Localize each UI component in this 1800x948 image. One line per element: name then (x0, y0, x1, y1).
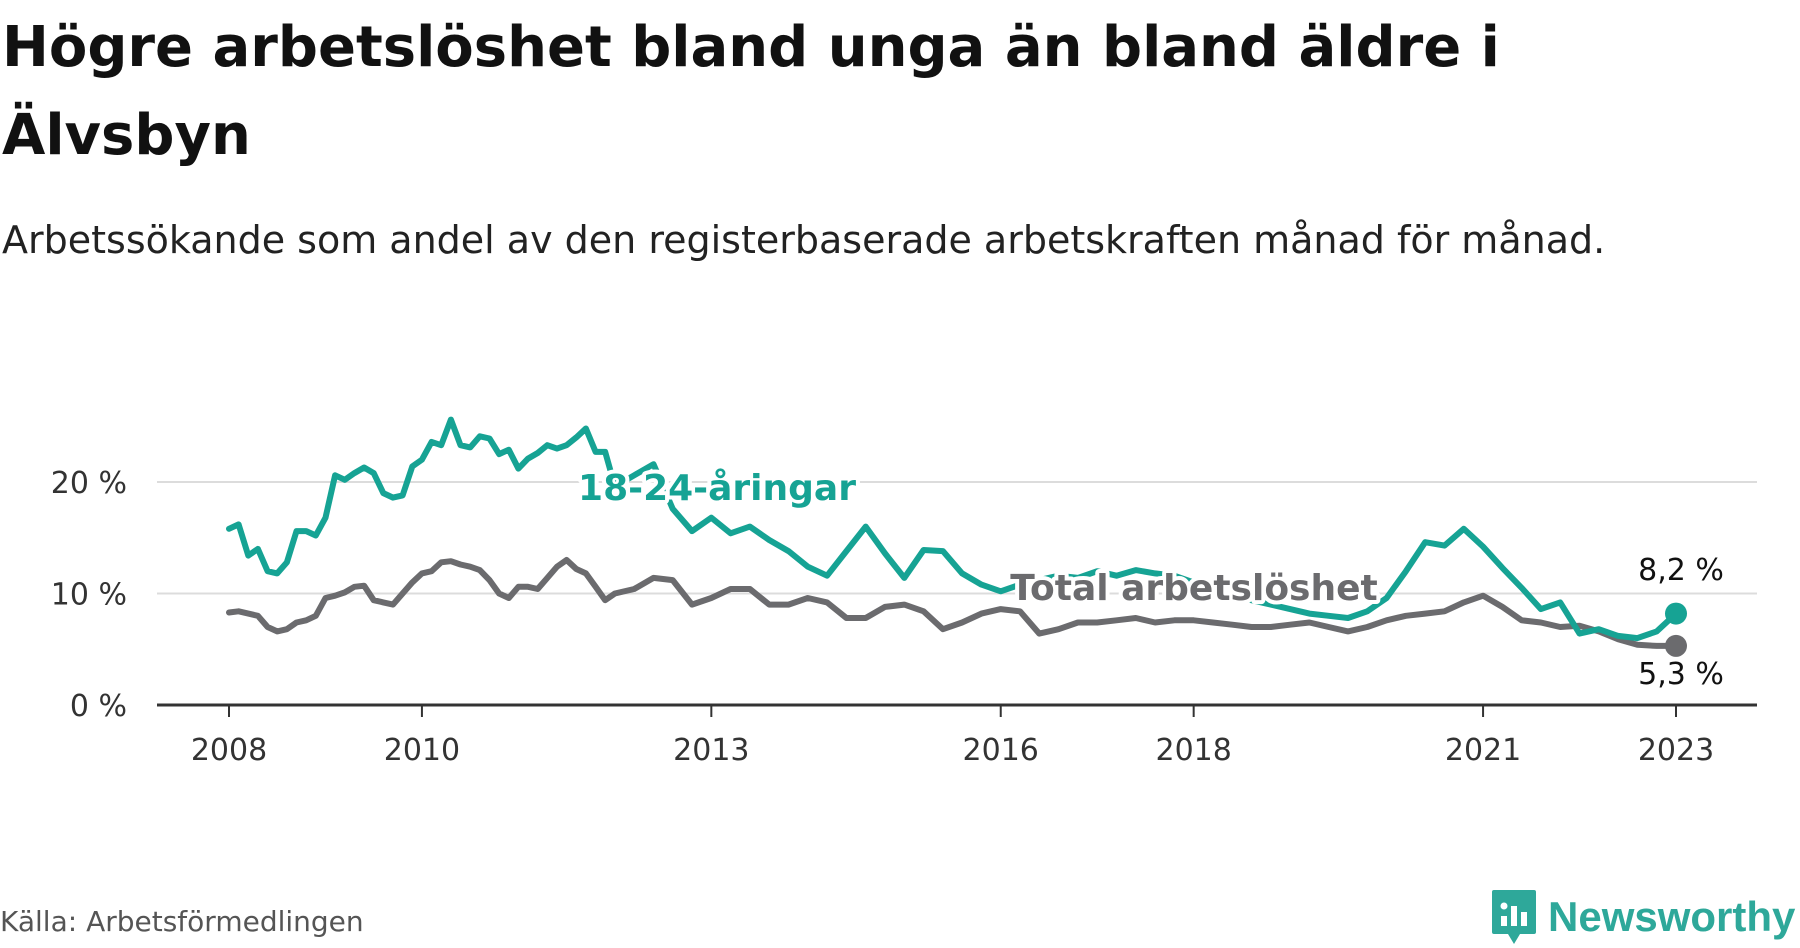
x-tick-label: 2010 (384, 733, 460, 768)
end-value-label-youth: 8,2 % (1638, 553, 1724, 588)
end-value-label-total: 5,3 % (1638, 657, 1724, 692)
x-tick-label: 2013 (673, 733, 749, 768)
series-line-youth (226, 416, 1679, 642)
end-point-total (1665, 634, 1687, 657)
x-tick-label: 2008 (191, 733, 267, 768)
source-note: Källa: Arbetsförmedlingen (0, 905, 364, 938)
series-label-total: Total arbetslöshet (1010, 568, 1378, 609)
end-point-youth (1665, 602, 1687, 625)
y-tick-label: 0 % (70, 689, 127, 724)
series-label-youth: 18-24-åringar (578, 468, 856, 509)
series-labels: 18-24-åringar Total arbetslöshet 8,2 % 5,3 … (574, 464, 1727, 695)
x-tick-label: 2023 (1638, 733, 1714, 768)
x-tick-label: 2021 (1445, 733, 1521, 768)
x-tick-label: 2018 (1155, 733, 1231, 768)
gridlines (157, 481, 1757, 595)
newsworthy-logo-icon (1492, 890, 1536, 944)
x-tick-label: 2016 (963, 733, 1039, 768)
chart-subtitle: Arbetssökande som andel av den registerb… (2, 218, 1606, 262)
brand-name: Newsworthy (1548, 893, 1796, 940)
y-axis-ticks: 0 % 10 % 20 % (51, 466, 127, 724)
y-tick-label: 10 % (51, 578, 127, 613)
chart-title: Högre arbetslöshet bland unga än bland ä… (2, 15, 1500, 168)
brand-logo: Newsworthy (1490, 888, 1795, 946)
x-axis-ticks: 2008 2010 2013 2016 2018 2021 2023 (191, 705, 1714, 768)
series-lines (226, 416, 1687, 657)
y-tick-label: 20 % (51, 466, 127, 501)
series-line-total (226, 557, 1679, 649)
